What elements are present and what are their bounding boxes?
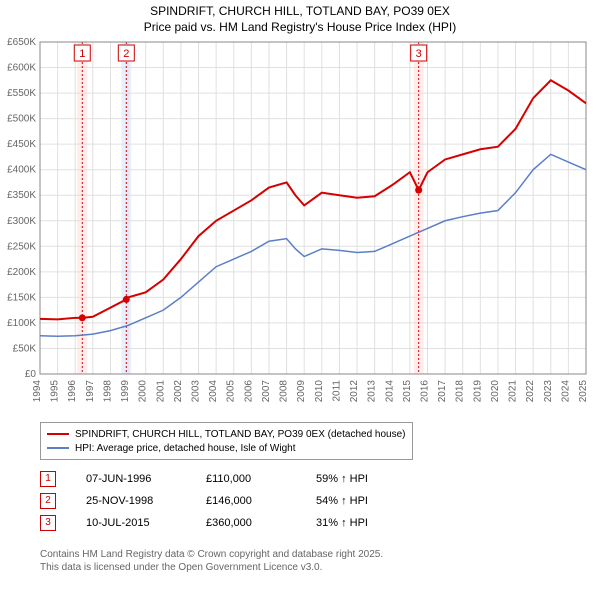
y-tick-label: £0 bbox=[25, 369, 37, 380]
x-tick-label: 2019 bbox=[472, 380, 483, 403]
event-marker-num: 1 bbox=[79, 48, 85, 60]
legend: SPINDRIFT, CHURCH HILL, TOTLAND BAY, PO3… bbox=[40, 422, 413, 460]
legend-label: HPI: Average price, detached house, Isle… bbox=[75, 443, 296, 454]
x-tick-label: 2008 bbox=[279, 380, 290, 403]
y-tick-label: £500K bbox=[7, 114, 36, 125]
sale-point bbox=[123, 296, 130, 303]
x-tick-label: 2000 bbox=[138, 380, 149, 403]
x-tick-label: 2021 bbox=[508, 380, 519, 403]
attribution-footer: Contains HM Land Registry data © Crown c… bbox=[40, 548, 383, 574]
sale-row-pct: 54% ↑ HPI bbox=[316, 495, 416, 507]
y-tick-label: £650K bbox=[7, 37, 36, 48]
chart-container: SPINDRIFT, CHURCH HILL, TOTLAND BAY, PO3… bbox=[0, 0, 600, 590]
event-marker-num: 3 bbox=[416, 48, 422, 60]
legend-item: HPI: Average price, detached house, Isle… bbox=[47, 441, 406, 455]
footer-line-1: Contains HM Land Registry data © Crown c… bbox=[40, 548, 383, 561]
y-tick-label: £550K bbox=[7, 88, 36, 99]
x-tick-label: 2010 bbox=[314, 380, 325, 403]
y-tick-label: £450K bbox=[7, 139, 36, 150]
y-tick-label: £50K bbox=[13, 343, 37, 354]
x-tick-label: 2024 bbox=[560, 380, 571, 403]
x-tick-label: 2014 bbox=[384, 380, 395, 403]
sale-row-price: £146,000 bbox=[206, 495, 286, 507]
x-tick-label: 1997 bbox=[85, 380, 96, 403]
sale-row: 1 07-JUN-1996 £110,000 59% ↑ HPI bbox=[40, 468, 416, 490]
x-tick-label: 2018 bbox=[455, 380, 466, 403]
sale-row-num: 2 bbox=[40, 493, 56, 509]
sale-row-num: 1 bbox=[40, 471, 56, 487]
x-tick-label: 2009 bbox=[296, 380, 307, 403]
x-tick-label: 2015 bbox=[402, 380, 413, 403]
sale-row-pct: 31% ↑ HPI bbox=[316, 517, 416, 529]
x-tick-label: 2007 bbox=[261, 380, 272, 403]
sale-row-price: £360,000 bbox=[206, 517, 286, 529]
y-tick-label: £150K bbox=[7, 292, 36, 303]
x-tick-label: 1994 bbox=[32, 380, 43, 403]
x-tick-label: 2022 bbox=[525, 380, 536, 403]
legend-label: SPINDRIFT, CHURCH HILL, TOTLAND BAY, PO3… bbox=[75, 429, 406, 440]
x-tick-label: 2017 bbox=[437, 380, 448, 403]
sale-rows: 1 07-JUN-1996 £110,000 59% ↑ HPI 2 25-NOV-199… bbox=[40, 468, 416, 534]
sale-row-date: 07-JUN-1996 bbox=[86, 473, 176, 485]
sale-row-price: £110,000 bbox=[206, 473, 286, 485]
x-tick-label: 2005 bbox=[226, 380, 237, 403]
sale-row-num: 3 bbox=[40, 515, 56, 531]
x-tick-label: 1996 bbox=[67, 380, 78, 403]
x-tick-label: 1995 bbox=[50, 380, 61, 403]
x-tick-label: 2011 bbox=[331, 380, 342, 402]
y-tick-label: £200K bbox=[7, 267, 36, 278]
x-tick-label: 2013 bbox=[367, 380, 378, 403]
x-tick-label: 2003 bbox=[191, 380, 202, 403]
x-tick-label: 2016 bbox=[419, 380, 430, 403]
x-tick-label: 2006 bbox=[243, 380, 254, 403]
event-marker-num: 2 bbox=[123, 48, 129, 60]
x-tick-label: 2023 bbox=[543, 380, 554, 403]
x-tick-label: 2002 bbox=[173, 380, 184, 403]
footer-line-2: This data is licensed under the Open Gov… bbox=[40, 561, 383, 574]
y-tick-label: £250K bbox=[7, 241, 36, 252]
y-tick-label: £300K bbox=[7, 216, 36, 227]
x-tick-label: 1998 bbox=[102, 380, 113, 403]
sale-row: 2 25-NOV-1998 £146,000 54% ↑ HPI bbox=[40, 490, 416, 512]
price-chart: £0 £50K £100K £150K £200K £250K £300K £350K £400… bbox=[0, 0, 600, 420]
y-tick-label: £600K bbox=[7, 63, 36, 74]
sale-row-date: 10-JUL-2015 bbox=[86, 517, 176, 529]
x-tick-label: 1999 bbox=[120, 380, 131, 403]
x-tick-label: 2001 bbox=[155, 380, 166, 403]
y-tick-label: £100K bbox=[7, 318, 36, 329]
x-tick-label: 2012 bbox=[349, 380, 360, 403]
y-tick-label: £400K bbox=[7, 165, 36, 176]
x-tick-label: 2025 bbox=[578, 380, 589, 403]
sale-row-pct: 59% ↑ HPI bbox=[316, 473, 416, 485]
legend-swatch bbox=[47, 447, 69, 449]
sale-point bbox=[79, 314, 86, 321]
legend-item: SPINDRIFT, CHURCH HILL, TOTLAND BAY, PO3… bbox=[47, 427, 406, 441]
x-tick-label: 2020 bbox=[490, 380, 501, 403]
sale-row-date: 25-NOV-1998 bbox=[86, 495, 176, 507]
y-tick-label: £350K bbox=[7, 190, 36, 201]
sale-point bbox=[415, 187, 422, 194]
sale-row: 3 10-JUL-2015 £360,000 31% ↑ HPI bbox=[40, 512, 416, 534]
legend-swatch bbox=[47, 433, 69, 435]
x-tick-label: 2004 bbox=[208, 380, 219, 403]
